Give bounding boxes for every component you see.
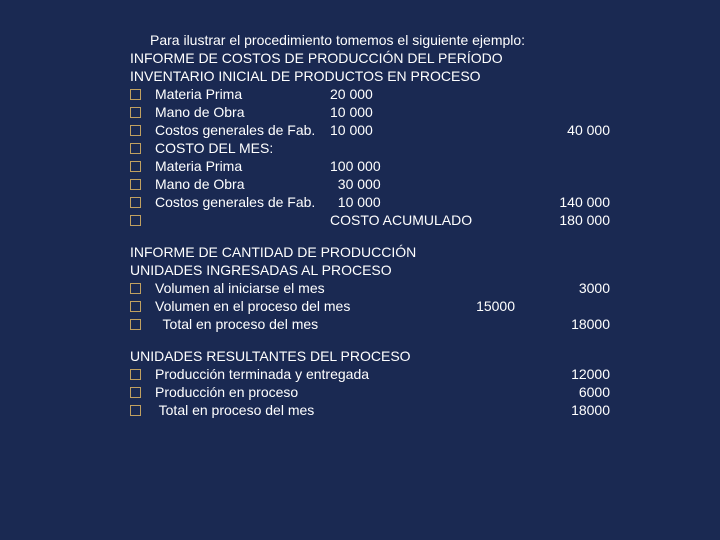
item-value-1: 15000 xyxy=(435,298,515,314)
item-label: Materia Prima xyxy=(155,86,330,102)
checkbox-icon xyxy=(130,405,141,416)
list-item: Mano de Obra 30 000 xyxy=(130,176,680,192)
item-value-2: 18000 xyxy=(515,316,610,332)
item-label: COSTO DEL MES: xyxy=(155,140,330,156)
list-item: Costos generales de Fab. 10 000 140 000 xyxy=(130,194,680,210)
checkbox-icon xyxy=(130,215,141,226)
checkbox-icon xyxy=(130,387,141,398)
item-value-2: 18000 xyxy=(515,402,610,418)
list-item: Volumen en el proceso del mes 15000 xyxy=(130,298,680,314)
intro-text: Para ilustrar el procedimiento tomemos e… xyxy=(130,32,680,48)
checkbox-icon xyxy=(130,179,141,190)
checkbox-icon xyxy=(130,143,141,154)
item-value-2: 140 000 xyxy=(530,194,610,210)
list-item: Total en proceso del mes 18000 xyxy=(130,402,680,418)
item-label: Costos generales de Fab. xyxy=(155,122,330,138)
section1-heading2: INVENTARIO INICIAL DE PRODUCTOS EN PROCE… xyxy=(130,68,680,84)
item-label: Mano de Obra xyxy=(155,176,330,192)
item-label: Materia Prima xyxy=(155,158,330,174)
item-value-1: 10 000 xyxy=(330,194,530,210)
item-value-2: 6000 xyxy=(515,384,610,400)
checkbox-icon xyxy=(130,107,141,118)
item-value-2: 3000 xyxy=(515,280,610,296)
list-item: Producción terminada y entregada 12000 xyxy=(130,366,680,382)
list-item: Costos generales de Fab. 10 000 40 000 xyxy=(130,122,680,138)
checkbox-icon xyxy=(130,89,141,100)
list-item: Producción en proceso 6000 xyxy=(130,384,680,400)
list-item: Materia Prima 20 000 xyxy=(130,86,680,102)
list-item: COSTO ACUMULADO 180 000 xyxy=(130,212,680,228)
list-item: Total en proceso del mes 18000 xyxy=(130,316,680,332)
item-value-1: 20 000 xyxy=(330,86,530,102)
item-label: Volumen en el proceso del mes xyxy=(155,298,435,314)
item-value-2: 40 000 xyxy=(530,122,610,138)
checkbox-icon xyxy=(130,125,141,136)
item-label: Total en proceso del mes xyxy=(155,402,435,418)
list-item: Materia Prima 100 000 xyxy=(130,158,680,174)
item-label: Costos generales de Fab. xyxy=(155,194,330,210)
checkbox-icon xyxy=(130,369,141,380)
list-item: COSTO DEL MES: xyxy=(130,140,680,156)
slide-content: Para ilustrar el procedimiento tomemos e… xyxy=(0,32,720,418)
item-label: Producción en proceso xyxy=(155,384,435,400)
item-value-1: 10 000 xyxy=(330,104,530,120)
checkbox-icon xyxy=(130,161,141,172)
item-value-1: 10 000 xyxy=(330,122,530,138)
checkbox-icon xyxy=(130,301,141,312)
section2-heading2: UNIDADES INGRESADAS AL PROCESO xyxy=(130,262,680,278)
section2-heading1: INFORME DE CANTIDAD DE PRODUCCIÓN xyxy=(130,244,680,260)
item-value-1: 30 000 xyxy=(330,176,530,192)
item-label: Producción terminada y entregada xyxy=(155,366,435,382)
item-label: Total en proceso del mes xyxy=(155,316,435,332)
list-item: Mano de Obra 10 000 xyxy=(130,104,680,120)
item-label: Volumen al iniciarse el mes xyxy=(155,280,435,296)
checkbox-icon xyxy=(130,319,141,330)
section3-heading1: UNIDADES RESULTANTES DEL PROCESO xyxy=(130,348,680,364)
checkbox-icon xyxy=(130,283,141,294)
item-value-2: 180 000 xyxy=(530,212,610,228)
checkbox-icon xyxy=(130,197,141,208)
list-item: Volumen al iniciarse el mes 3000 xyxy=(130,280,680,296)
section1-heading1: INFORME DE COSTOS DE PRODUCCIÓN DEL PERÍ… xyxy=(130,50,680,66)
item-value-2: 12000 xyxy=(515,366,610,382)
item-value-1: 100 000 xyxy=(330,158,530,174)
item-label: Mano de Obra xyxy=(155,104,330,120)
item-value-1: COSTO ACUMULADO xyxy=(330,212,530,228)
